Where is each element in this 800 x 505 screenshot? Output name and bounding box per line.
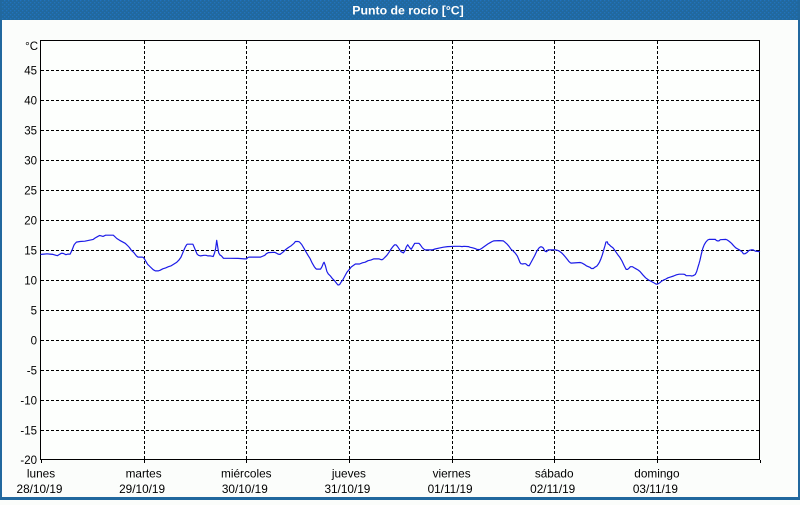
svg-text:0: 0: [31, 336, 37, 348]
svg-text:40: 40: [24, 96, 37, 108]
svg-text:45: 45: [24, 66, 37, 78]
svg-text:01/11/19: 01/11/19: [428, 482, 473, 496]
svg-text:25: 25: [24, 186, 37, 198]
svg-text:sábado: sábado: [535, 467, 574, 481]
svg-text:lunes: lunes: [27, 467, 55, 481]
svg-text:martes: martes: [126, 467, 162, 481]
svg-text:jueves: jueves: [331, 467, 366, 481]
svg-text:35: 35: [24, 126, 37, 138]
svg-text:-20: -20: [20, 455, 37, 467]
svg-text:-5: -5: [27, 366, 37, 378]
svg-text:-15: -15: [20, 426, 37, 438]
svg-text:02/11/19: 02/11/19: [530, 482, 575, 496]
svg-text:°C: °C: [25, 41, 38, 53]
svg-text:30: 30: [24, 156, 37, 168]
svg-text:15: 15: [24, 246, 37, 258]
svg-text:28/10/19: 28/10/19: [17, 482, 63, 496]
svg-text:20: 20: [24, 216, 37, 228]
svg-text:-10: -10: [20, 396, 37, 408]
svg-text:10: 10: [24, 276, 37, 288]
svg-text:31/10/19: 31/10/19: [324, 482, 370, 496]
svg-text:03/11/19: 03/11/19: [633, 482, 678, 496]
svg-text:miércoles: miércoles: [221, 467, 272, 481]
svg-text:Punto de rocío [°C]: Punto de rocío [°C]: [352, 4, 463, 18]
svg-text:30/10/19: 30/10/19: [222, 482, 268, 496]
svg-text:29/10/19: 29/10/19: [119, 482, 165, 496]
svg-text:domingo: domingo: [634, 467, 680, 481]
svg-text:5: 5: [31, 306, 37, 318]
svg-text:viernes: viernes: [433, 467, 471, 481]
